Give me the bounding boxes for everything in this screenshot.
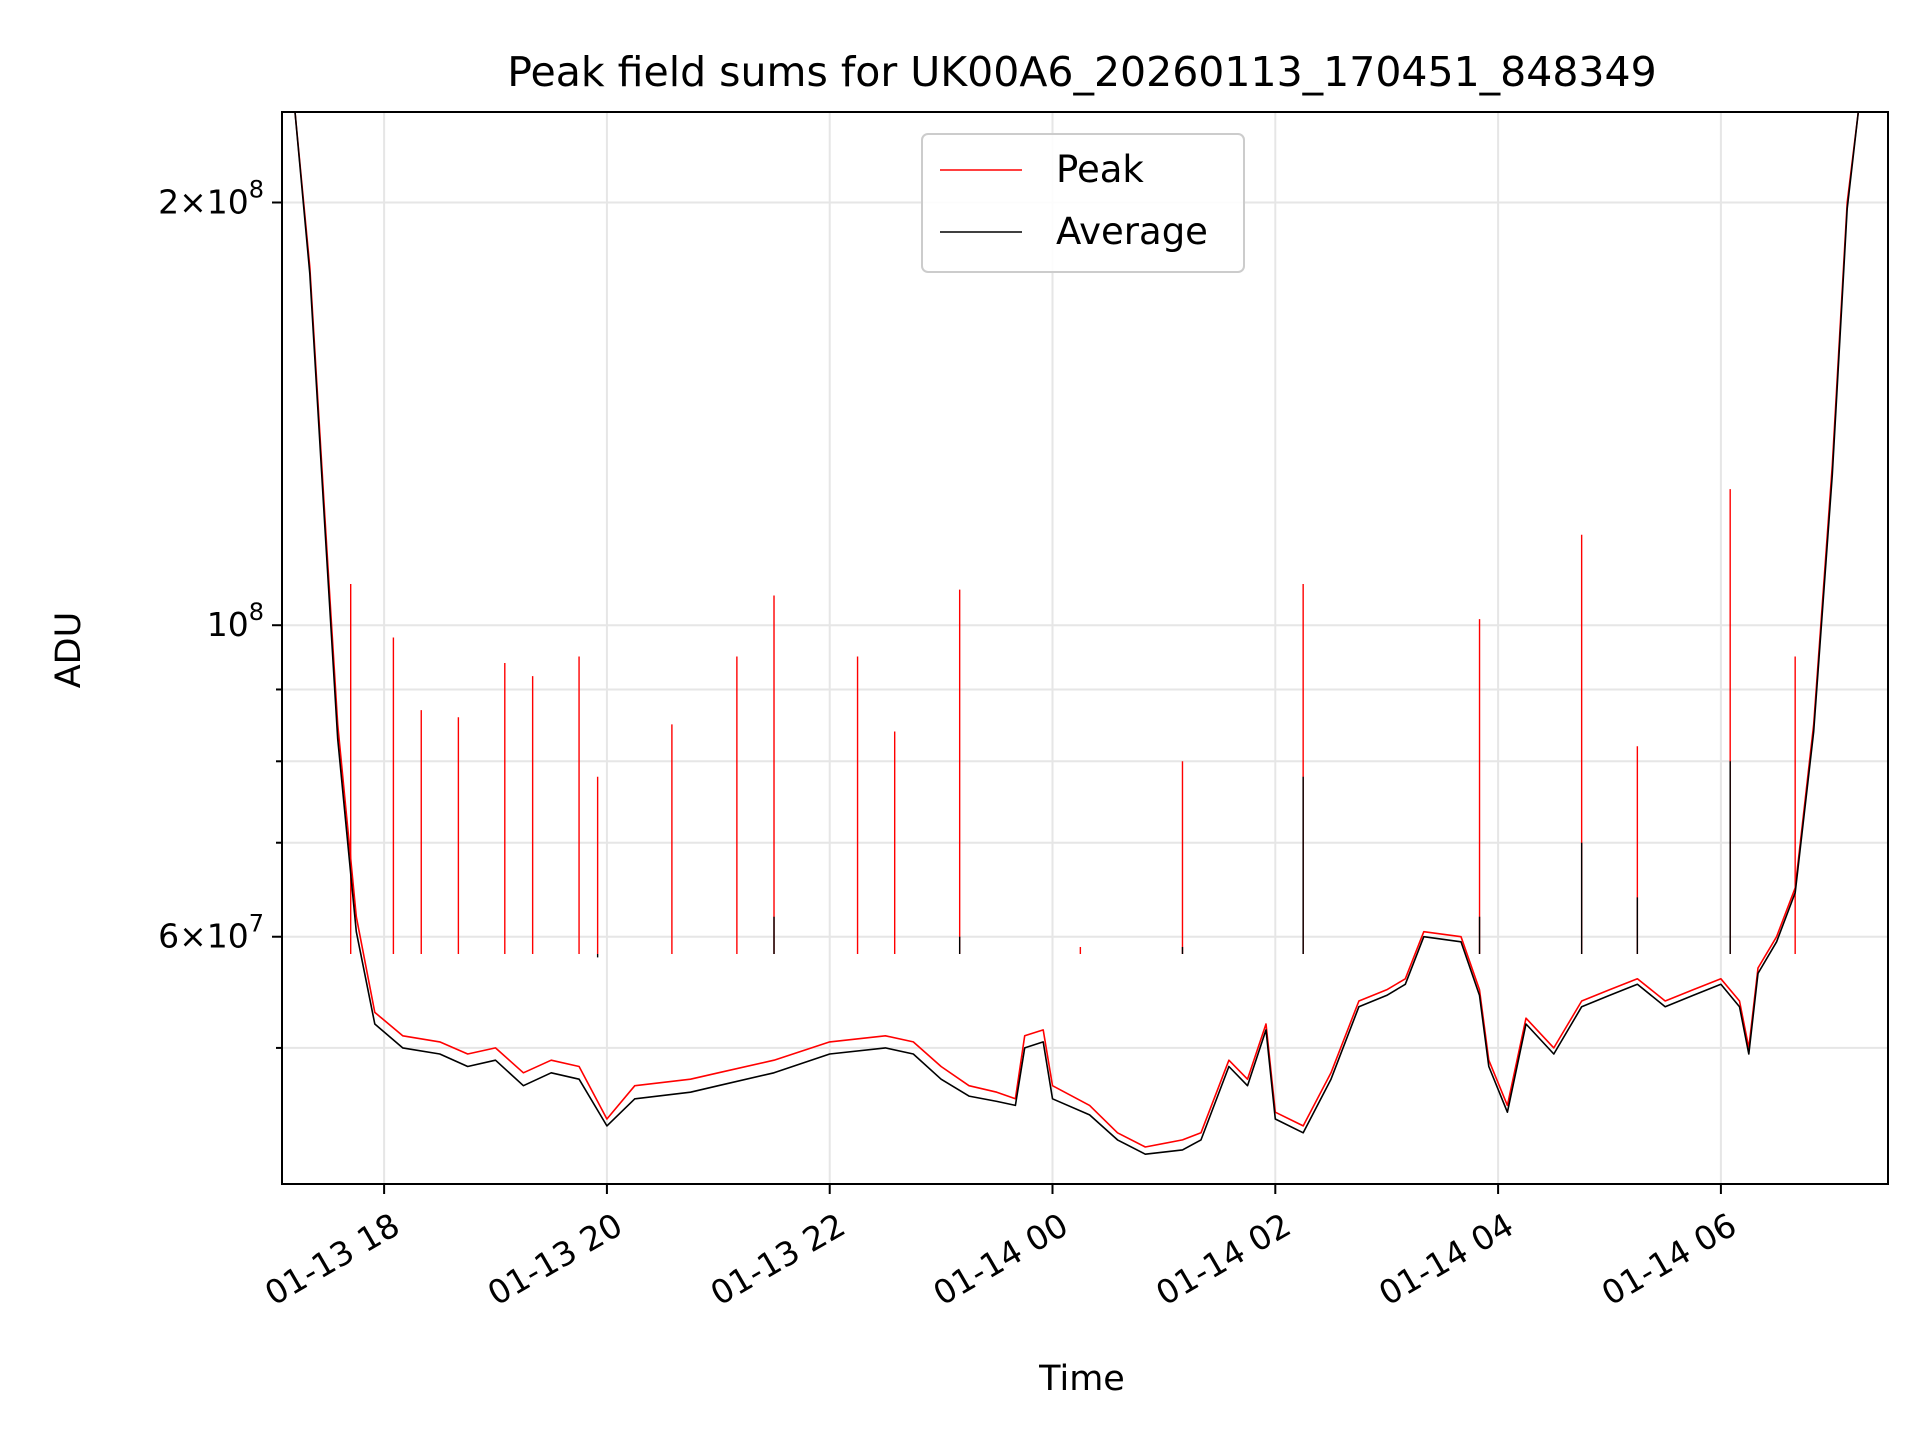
legend-box — [921, 133, 1245, 273]
y-tick-label: 6×107 — [158, 910, 264, 956]
peak-line — [282, 111, 1888, 1148]
y-tick-label: 2×108 — [158, 176, 264, 222]
series-layer — [282, 111, 1888, 1155]
legend-average-label: Average — [1056, 210, 1208, 253]
series-average — [282, 111, 1888, 1155]
legend-peak-label: Peak — [1056, 148, 1144, 191]
grid — [282, 112, 1888, 1184]
plot-frame — [281, 111, 1889, 1185]
legend: Peak Average — [921, 133, 1245, 273]
x-axis-label: Time — [1038, 1359, 1125, 1399]
y-axis-label: ADU — [49, 612, 89, 689]
average-line — [282, 111, 1888, 1155]
chart-title: Peak field sums for UK00A6_20260113_1704… — [507, 48, 1656, 96]
plot-area — [281, 111, 1889, 1185]
